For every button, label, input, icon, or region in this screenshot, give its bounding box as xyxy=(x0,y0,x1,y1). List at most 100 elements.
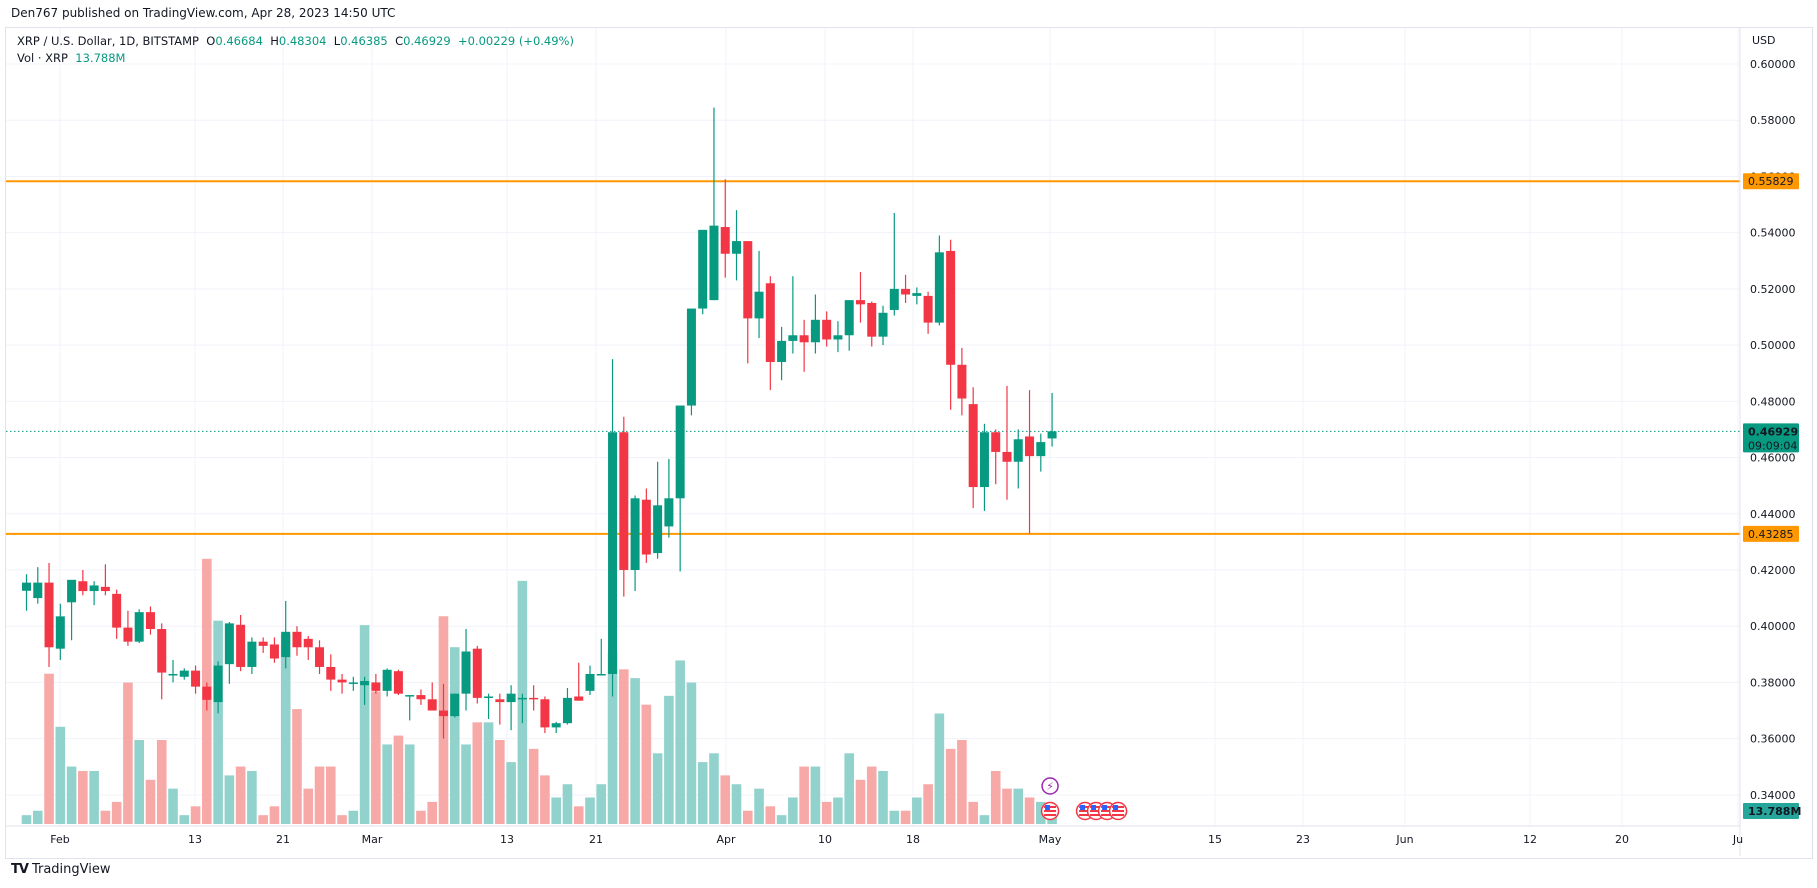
candle[interactable] xyxy=(371,673,381,694)
candle[interactable] xyxy=(743,241,753,364)
candle[interactable] xyxy=(732,210,742,281)
candle[interactable] xyxy=(1025,390,1035,534)
candle[interactable] xyxy=(653,461,663,559)
candle[interactable] xyxy=(461,629,471,711)
candle[interactable] xyxy=(1002,385,1012,500)
candle[interactable] xyxy=(979,423,989,511)
candle[interactable] xyxy=(664,458,674,538)
candle[interactable] xyxy=(968,387,978,509)
candle[interactable] xyxy=(585,665,595,696)
candle[interactable] xyxy=(405,695,415,721)
candle[interactable] xyxy=(822,311,832,347)
candle[interactable] xyxy=(33,567,43,604)
candle[interactable] xyxy=(484,693,494,719)
volume-title[interactable]: Vol · XRP xyxy=(17,51,68,65)
candle[interactable] xyxy=(1013,429,1023,489)
candle[interactable] xyxy=(540,696,550,734)
candle[interactable] xyxy=(641,488,651,563)
candle[interactable] xyxy=(67,579,77,641)
candle[interactable] xyxy=(495,693,505,725)
candle[interactable] xyxy=(224,621,234,684)
candle[interactable] xyxy=(100,564,110,596)
candle[interactable] xyxy=(1047,392,1057,447)
time-axis[interactable]: Feb 13 21 Mar 13 21 Apr 10 18 May 15 23 Jun 12 20 Ju xyxy=(6,825,1743,846)
candle[interactable] xyxy=(957,347,967,416)
candle[interactable] xyxy=(438,683,448,739)
candle[interactable] xyxy=(517,693,527,724)
candle[interactable] xyxy=(754,250,764,339)
candle[interactable] xyxy=(991,429,1001,485)
tradingview-logo[interactable]: TV TradingView xyxy=(11,862,111,877)
candle[interactable] xyxy=(709,107,719,301)
candle[interactable] xyxy=(202,682,212,711)
candle[interactable] xyxy=(22,574,31,611)
candle[interactable] xyxy=(269,637,279,663)
symbol-title[interactable]: XRP / U.S. Dollar, 1D, BITSTAMP xyxy=(17,34,199,48)
candle[interactable] xyxy=(89,581,99,606)
candle[interactable] xyxy=(179,668,189,680)
candle[interactable] xyxy=(247,637,257,674)
candle[interactable] xyxy=(777,326,787,381)
candle[interactable] xyxy=(675,405,685,572)
candle[interactable] xyxy=(382,668,392,697)
candle[interactable] xyxy=(878,305,888,346)
candle[interactable] xyxy=(630,495,640,592)
candle[interactable] xyxy=(901,274,911,303)
candle[interactable] xyxy=(934,235,944,326)
time-tick: 20 xyxy=(1615,833,1629,846)
candle[interactable] xyxy=(608,359,618,697)
candle[interactable] xyxy=(303,636,313,660)
candle[interactable] xyxy=(145,606,155,635)
candle[interactable] xyxy=(157,623,167,700)
candle[interactable] xyxy=(810,294,820,354)
candle[interactable] xyxy=(168,659,178,683)
candle[interactable] xyxy=(427,682,437,711)
candle[interactable] xyxy=(788,276,798,354)
volume-bar xyxy=(878,770,888,824)
candle[interactable] xyxy=(236,614,246,672)
candle[interactable] xyxy=(529,685,539,711)
candle[interactable] xyxy=(78,569,88,596)
candle[interactable] xyxy=(912,287,922,305)
candle[interactable] xyxy=(315,640,325,674)
candle[interactable] xyxy=(799,319,809,372)
candle[interactable] xyxy=(551,721,561,734)
candle[interactable] xyxy=(416,689,426,705)
candle[interactable] xyxy=(867,301,877,347)
candle[interactable] xyxy=(596,638,606,676)
candle[interactable] xyxy=(889,212,899,316)
candle[interactable] xyxy=(292,626,302,656)
events[interactable]: ⚡ xyxy=(1040,777,1128,821)
candle[interactable] xyxy=(686,308,696,416)
candle[interactable] xyxy=(698,229,708,315)
candle[interactable] xyxy=(360,676,370,705)
candle[interactable] xyxy=(923,291,933,334)
candle[interactable] xyxy=(348,676,358,691)
candle[interactable] xyxy=(213,661,223,714)
candle[interactable] xyxy=(393,669,403,696)
candle[interactable] xyxy=(281,600,291,669)
candle[interactable] xyxy=(506,685,516,731)
candle[interactable] xyxy=(450,693,460,718)
candle[interactable] xyxy=(472,645,482,704)
candle[interactable] xyxy=(55,603,65,660)
candle[interactable] xyxy=(134,609,144,644)
candle[interactable] xyxy=(765,276,775,391)
candle[interactable] xyxy=(112,589,122,639)
candle[interactable] xyxy=(844,300,854,351)
candle[interactable] xyxy=(337,673,347,694)
candle[interactable] xyxy=(720,179,730,278)
candle[interactable] xyxy=(855,272,865,323)
candle[interactable] xyxy=(1036,433,1046,472)
candle[interactable] xyxy=(191,665,201,694)
candle[interactable] xyxy=(326,654,336,691)
candle[interactable] xyxy=(258,637,268,653)
candle[interactable] xyxy=(946,239,956,410)
candle[interactable] xyxy=(619,416,629,597)
candle[interactable] xyxy=(833,321,843,353)
candle[interactable] xyxy=(44,562,54,667)
candle[interactable] xyxy=(562,688,572,725)
candle[interactable] xyxy=(574,662,584,701)
candle[interactable] xyxy=(123,610,133,646)
